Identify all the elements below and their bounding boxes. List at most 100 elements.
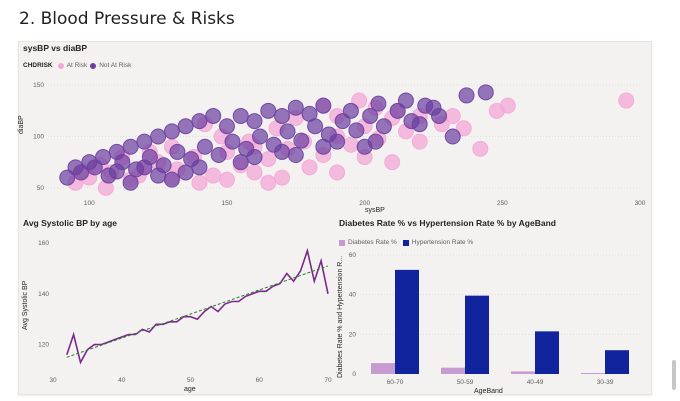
- not-at-risk-point: [329, 133, 346, 150]
- bar-x-tick: 50-59: [457, 379, 474, 386]
- not-at-risk-point: [210, 146, 227, 163]
- scatter-chart[interactable]: 50 100 150 100 150 200 250 300: [18, 75, 648, 215]
- not-at-risk-point: [169, 143, 186, 160]
- not-at-risk-point: [342, 102, 359, 119]
- not-at-risk-point: [301, 105, 318, 122]
- hypertension-legend-marker: [402, 239, 409, 246]
- bar-x-tick: 40-49: [527, 379, 544, 386]
- not-at-risk-point: [150, 167, 167, 184]
- not-at-risk-point: [232, 107, 249, 124]
- scatter-x-tick: 250: [497, 200, 508, 207]
- bar-y-tick: 20: [349, 331, 357, 338]
- not-at-risk-point: [95, 149, 112, 166]
- not-at-risk-point: [246, 113, 263, 130]
- not-at-risk-point: [274, 107, 291, 124]
- not-at-risk-point: [246, 149, 263, 166]
- bar-chart[interactable]: 0 20 40 60 60-70 50-59 40-49 30-39: [338, 245, 648, 390]
- scatter-x-axis-title: sysBP: [365, 207, 385, 214]
- line-x-tick: 70: [324, 377, 332, 384]
- not-at-risk-point: [108, 143, 125, 160]
- diabetes-bar: [581, 373, 605, 374]
- not-at-risk-point: [315, 138, 332, 155]
- bar-y-tick: 0: [352, 371, 356, 378]
- hypertension-bar: [465, 295, 489, 374]
- page-title: 2. Blood Pressure & Risks: [19, 9, 235, 29]
- at-risk-point: [260, 151, 277, 168]
- scatter-y-tick: 150: [33, 82, 44, 89]
- legend-hypertension[interactable]: Hypertension Rate %: [411, 239, 474, 246]
- bar-y-axis-title: Diabetes Rate % and Hypertension R...: [337, 255, 344, 378]
- legend-not-at-risk[interactable]: Not At Risk: [99, 62, 132, 69]
- line-x-tick: 30: [49, 377, 57, 384]
- scatter-x-tick: 150: [222, 200, 233, 207]
- scatter-x-tick: 200: [359, 200, 370, 207]
- not-at-risk-point: [122, 174, 139, 191]
- diabetes-bar: [441, 367, 465, 374]
- line-y-axis-title: Avg Systolic BP: [22, 280, 29, 330]
- at-risk-point: [260, 174, 277, 191]
- not-at-risk-point: [177, 118, 194, 135]
- not-at-risk-point: [136, 159, 153, 176]
- avg-systolic-line: [66, 247, 329, 365]
- at-risk-legend-marker: [57, 62, 64, 69]
- not-at-risk-point: [191, 113, 208, 130]
- not-at-risk-point: [67, 159, 84, 176]
- at-risk-point: [274, 169, 291, 186]
- not-at-risk-point: [150, 128, 167, 145]
- not-at-risk-point: [224, 133, 241, 150]
- at-risk-point: [472, 140, 489, 157]
- line-y-tick: 120: [38, 342, 49, 349]
- not-at-risk-point: [293, 132, 310, 149]
- not-at-risk-point: [81, 154, 98, 171]
- not-at-risk-point: [274, 143, 291, 160]
- bar-y-tick: 40: [349, 292, 357, 299]
- scatter-y-tick: 100: [33, 134, 44, 141]
- not-at-risk-point: [397, 92, 414, 109]
- hypertension-bar: [605, 350, 629, 374]
- line-x-axis-title: age: [184, 386, 196, 393]
- bar-y-tick: 60: [349, 252, 357, 259]
- not-at-risk-point: [287, 146, 304, 163]
- diabetes-bar: [511, 371, 535, 374]
- at-risk-point: [329, 164, 346, 181]
- not-at-risk-point: [163, 171, 180, 188]
- not-at-risk-legend-marker: [90, 62, 97, 69]
- at-risk-point: [455, 120, 472, 137]
- not-at-risk-point: [205, 107, 222, 124]
- not-at-risk-point: [122, 138, 139, 155]
- not-at-risk-point: [108, 163, 125, 180]
- not-at-risk-point: [279, 123, 296, 140]
- page-scrollbar[interactable]: [672, 360, 676, 390]
- not-at-risk-point: [362, 107, 379, 124]
- scatter-legend[interactable]: CHDRISK At Risk Not At Risk: [23, 62, 131, 69]
- not-at-risk-point: [218, 118, 235, 135]
- at-risk-point: [218, 171, 235, 188]
- not-at-risk-point: [163, 123, 180, 140]
- not-at-risk-point: [252, 128, 269, 145]
- at-risk-point: [191, 174, 208, 191]
- bar-legend[interactable]: Diabetes Rate % Hypertension Rate %: [339, 239, 473, 246]
- diabetes-bar: [371, 363, 395, 374]
- bar-title: Diabetes Rate % vs Hypertension Rate % b…: [339, 218, 556, 228]
- at-risk-point: [411, 133, 428, 150]
- hypertension-bar: [535, 331, 559, 374]
- bar-x-tick: 60-70: [387, 379, 404, 386]
- scatter-title: sysBP vs diaBP: [23, 43, 88, 53]
- line-y-tick: 140: [38, 291, 49, 298]
- at-risk-point: [301, 159, 318, 176]
- legend-at-risk[interactable]: At Risk: [66, 62, 88, 69]
- not-at-risk-point: [375, 118, 392, 135]
- line-chart[interactable]: 120 140 160 30 40 50 60 70: [18, 230, 338, 390]
- not-at-risk-point: [260, 102, 277, 119]
- bar-x-axis-title: AgeBand: [474, 388, 503, 395]
- legend-diabetes[interactable]: Diabetes Rate %: [348, 239, 397, 246]
- line-x-tick: 50: [187, 377, 195, 384]
- scatter-y-axis-title: diaBP: [18, 115, 25, 134]
- trend-line: [66, 265, 329, 358]
- not-at-risk-point: [425, 99, 442, 116]
- not-at-risk-point: [315, 97, 332, 114]
- not-at-risk-point: [177, 164, 194, 181]
- scatter-legend-title: CHDRISK: [23, 62, 53, 69]
- at-risk-point: [246, 164, 263, 181]
- not-at-risk-point: [348, 122, 365, 139]
